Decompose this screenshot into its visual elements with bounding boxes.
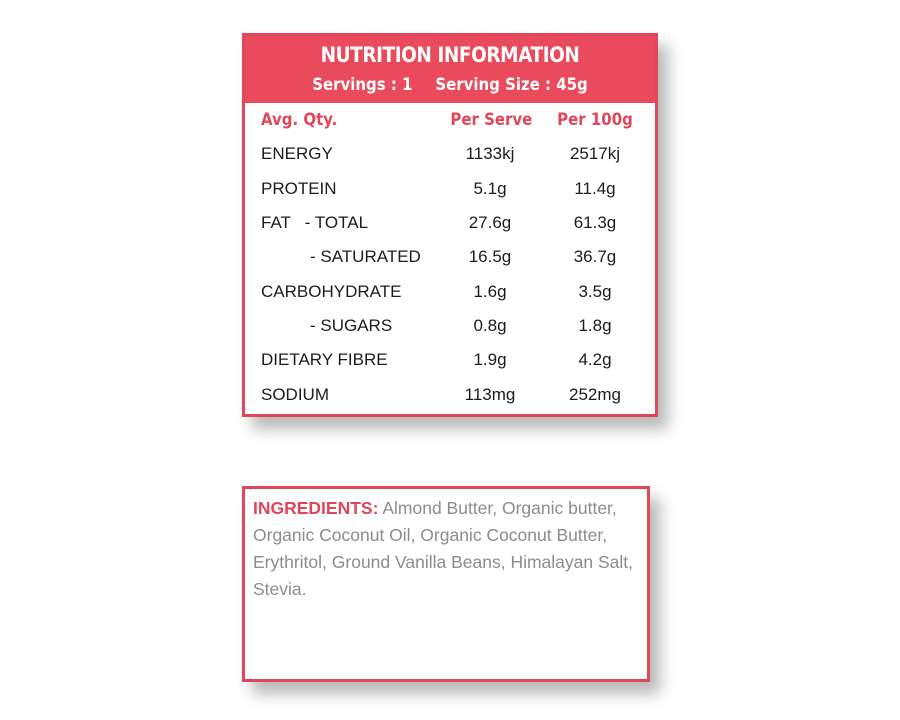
table-row: ENERGY 1133kj 2517kj — [245, 137, 655, 171]
row-per-serve: 1133kj — [465, 144, 515, 164]
row-per-serve: 16.5g — [468, 247, 512, 267]
row-per-100g: 3.5g — [578, 281, 612, 301]
servings-line: Servings : 1 Serving Size : 45g — [270, 72, 631, 98]
row-label: DIETARY FIBRE — [261, 350, 388, 370]
row-per-100g: 4.2g — [578, 350, 612, 370]
row-per-serve: 1.6g — [473, 281, 507, 301]
row-label: ENERGY — [261, 144, 333, 164]
table-row: CARBOHYDRATE 1.6g 3.5g — [245, 274, 655, 308]
column-header-per-100g: Per 100g — [557, 110, 633, 131]
row-label: PROTEIN — [261, 178, 337, 198]
row-label: SODIUM — [261, 384, 329, 404]
row-per-100g: 36.7g — [573, 247, 617, 267]
nutrition-header: NUTRITION INFORMATION Servings : 1 Servin… — [245, 36, 655, 103]
table-row: - SUGARS 0.8g 1.8g — [245, 309, 655, 343]
table-row: DIETARY FIBRE 1.9g 4.2g — [245, 343, 655, 377]
table-row: PROTEIN 5.1g 11.4g — [245, 172, 655, 206]
column-header-avg-qty: Avg. Qty. — [261, 110, 338, 131]
row-per-100g: 11.4g — [574, 178, 616, 198]
row-label: FAT - TOTAL — [261, 213, 369, 233]
ingredients-label: INGREDIENTS: — [253, 498, 379, 518]
row-per-100g: 252mg — [569, 384, 621, 404]
table-row: - SATURATED 16.5g 36.7g — [245, 240, 655, 274]
row-per-100g: 2517kj — [569, 144, 621, 164]
row-per-serve: 27.6g — [468, 213, 512, 233]
nutrition-title: NUTRITION INFORMATION — [320, 43, 580, 67]
row-label: CARBOHYDRATE — [261, 281, 402, 301]
row-per-serve: 5.1g — [473, 178, 507, 198]
serving-size: Serving Size : 45g — [435, 75, 588, 95]
row-per-serve: 1.9g — [473, 350, 507, 370]
row-per-100g: 61.3g — [573, 213, 617, 233]
table-row: FAT - TOTAL 27.6g 61.3g — [245, 206, 655, 240]
ingredients-text: Almond Butter, Organic butter, Organic C… — [253, 498, 633, 599]
nutrition-information-panel: NUTRITION INFORMATION Servings : 1 Servin… — [242, 33, 658, 417]
ingredients-panel: INGREDIENTS: Almond Butter, Organic butt… — [242, 486, 650, 682]
row-label: - SUGARS — [310, 315, 393, 335]
row-per-serve: 113mg — [464, 384, 516, 404]
column-header-per-serve: Per Serve — [450, 110, 533, 131]
row-per-100g: 1.8g — [578, 315, 612, 335]
column-headers: Avg. Qty. Per Serve Per 100g — [245, 103, 655, 137]
row-label: - SATURATED — [310, 247, 421, 267]
table-row: SODIUM 113mg 252mg — [245, 377, 655, 411]
servings-count: Servings : 1 — [312, 75, 413, 95]
row-per-serve: 0.8g — [473, 315, 507, 335]
